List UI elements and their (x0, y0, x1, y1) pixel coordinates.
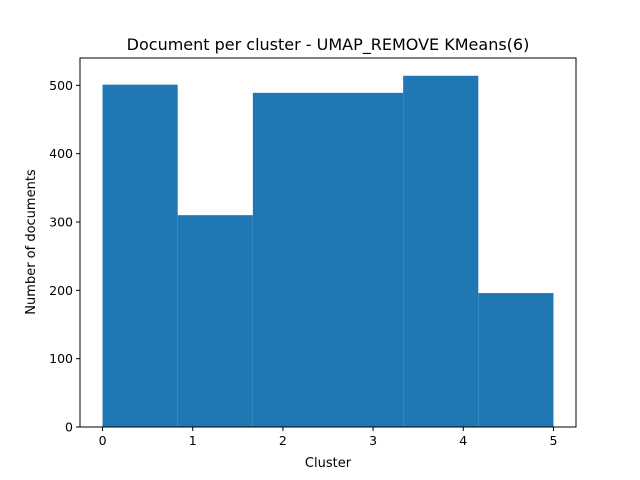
y-tick-label: 200 (49, 283, 73, 298)
y-tick-label: 0 (65, 420, 73, 435)
x-axis-ticks: 0 1 2 3 4 5 (99, 427, 557, 448)
bar-cluster-bin-5 (478, 293, 554, 427)
bar-cluster-bin-3 (328, 92, 404, 427)
bar-cluster-bin-0 (102, 84, 178, 428)
plot-frame (79, 57, 577, 428)
bar-cluster-bin-4 (403, 75, 479, 428)
y-tick-label: 500 (49, 78, 73, 93)
y-tick-label: 300 (49, 215, 73, 230)
bars-group (102, 75, 554, 428)
x-tick-label: 3 (369, 433, 377, 448)
y-axis-ticks: 0 100 200 300 400 500 (49, 78, 80, 435)
x-tick-label: 2 (279, 433, 287, 448)
y-tick-label: 100 (49, 351, 73, 366)
bar-cluster-bin-1 (177, 215, 253, 427)
y-tick-label: 400 (49, 146, 73, 161)
bar-cluster-bin-2 (252, 92, 328, 427)
x-tick-label: 1 (189, 433, 197, 448)
x-axis-label: Cluster (305, 456, 352, 471)
chart-title: Document per cluster - UMAP_REMOVE KMean… (127, 35, 530, 55)
x-tick-label: 5 (549, 433, 557, 448)
y-axis-label: Number of documents (24, 169, 39, 315)
x-tick-label: 4 (459, 433, 467, 448)
x-tick-label: 0 (99, 433, 107, 448)
